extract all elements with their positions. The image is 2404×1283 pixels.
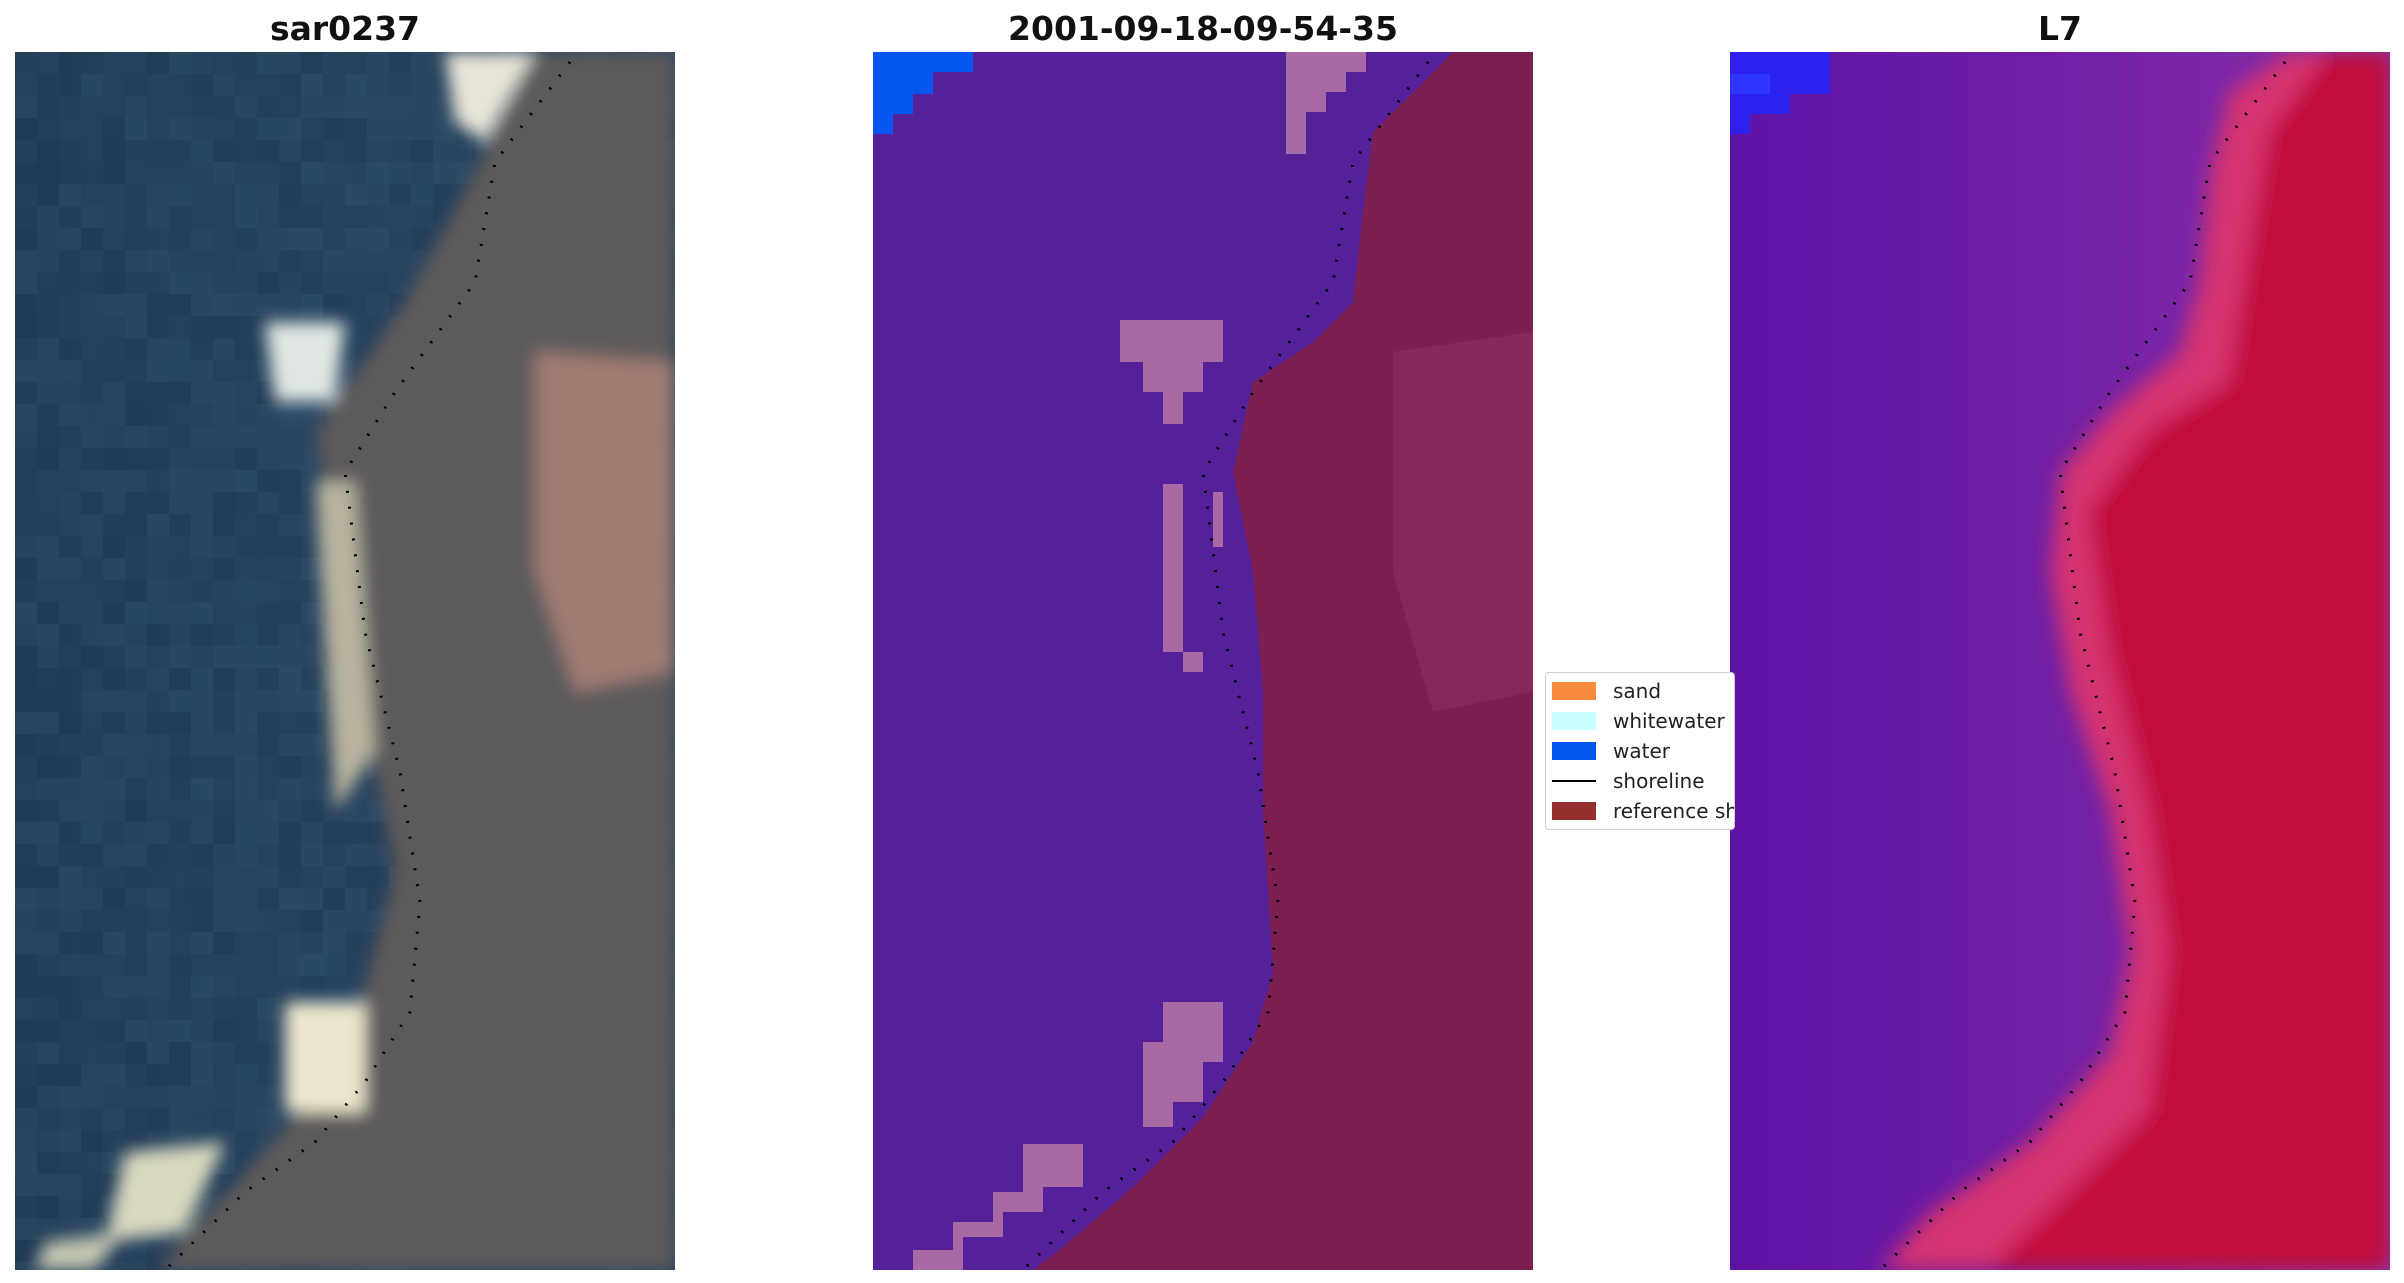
index-image-panel <box>1730 52 2390 1270</box>
panel-title-index: L7 <box>2038 9 2082 48</box>
sand-swatch <box>1552 682 1596 700</box>
legend: sand whitewater water shoreline referenc… <box>1545 672 1735 830</box>
legend-item-whitewater: whitewater <box>1546 707 1734 735</box>
panel-title-rgb: sar0237 <box>269 9 421 48</box>
water-swatch <box>1552 742 1596 760</box>
rgb-satellite-image <box>15 52 675 1270</box>
whitewater-swatch <box>1552 712 1596 730</box>
legend-item-water: water <box>1546 737 1734 765</box>
legend-item-sand: sand <box>1546 677 1734 705</box>
legend-item-reference-shoreline: reference shoreline <box>1546 797 1734 825</box>
classified-image-panel <box>873 52 1533 1270</box>
panel-title-classified: 2001-09-18-09-54-35 <box>1008 9 1398 48</box>
legend-label: whitewater <box>1613 709 1725 733</box>
shoreline-trace <box>1021 61 1430 1270</box>
legend-label: sand <box>1613 679 1662 703</box>
shoreline-trace <box>1878 61 2287 1270</box>
shoreline-line-swatch <box>1552 780 1596 782</box>
reference-shoreline-swatch <box>1552 802 1596 820</box>
water-index-image <box>1730 52 2390 1270</box>
shoreline-trace <box>163 61 572 1270</box>
legend-label: shoreline <box>1613 769 1705 793</box>
rgb-image-panel <box>15 52 675 1270</box>
legend-label: water <box>1613 739 1670 763</box>
legend-item-shoreline: shoreline <box>1546 767 1734 795</box>
legend-label: reference shoreline <box>1613 799 1734 823</box>
classified-image <box>873 52 1533 1270</box>
